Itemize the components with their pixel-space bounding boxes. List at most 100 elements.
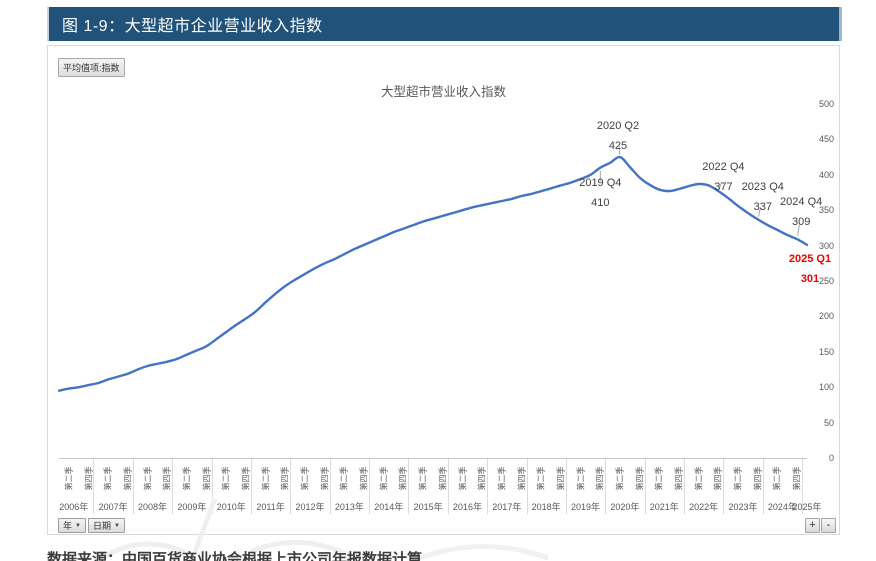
data-label: 2022 Q4 377 — [678, 157, 768, 197]
value-axis-tick-label: 400 — [818, 169, 834, 180]
drill-down-button[interactable]: + — [805, 518, 820, 533]
year-tick-label: 2025年 — [792, 502, 822, 512]
year-separator — [250, 459, 252, 514]
axis-field-button-year[interactable]: 年 ▼ — [58, 518, 86, 533]
pivot-chart[interactable]: 平均值项:指数 大型超市营业收入指数 2019 Q4 410 2020 Q2 425 2… — [47, 45, 840, 535]
data-label-value: 425 — [608, 140, 628, 153]
quarter-tick-label: 第二季 — [103, 466, 113, 491]
year-separator — [723, 459, 725, 514]
quarter-tick-label: 第二季 — [221, 466, 231, 491]
year-tick-label: 2022年 — [689, 502, 719, 512]
data-label-value: 309 — [791, 216, 811, 229]
quarter-tick-label: 第四季 — [753, 466, 763, 491]
data-source-note: 数据来源：中国百货商业协会根据上市公司年报数据计算 — [47, 551, 423, 561]
year-tick-label: 2014年 — [374, 502, 404, 512]
quarter-tick-label: 第二季 — [182, 466, 192, 491]
value-axis-tick-label: 500 — [818, 99, 834, 109]
annotation-leader-line — [757, 207, 762, 217]
year-tick-label: 2011年 — [256, 502, 285, 512]
quarter-tick-label: 第二季 — [772, 466, 782, 491]
year-separator — [447, 459, 449, 514]
quarter-tick-label: 第四季 — [477, 466, 487, 491]
data-label: 2019 Q4 410 — [555, 173, 645, 213]
annotation-leader-line — [797, 224, 800, 237]
quarter-tick-label: 第二季 — [458, 466, 468, 491]
year-tick-label: 2023年 — [728, 502, 758, 512]
drill-up-button[interactable]: - — [821, 518, 836, 533]
year-separator — [290, 459, 292, 514]
data-label-period: 2024 Q4 — [780, 196, 823, 209]
year-tick-label: 2012年 — [295, 502, 325, 512]
year-separator — [644, 459, 646, 514]
quarter-tick-label: 第二季 — [615, 466, 625, 491]
data-label-highlight: 2025 Q1 301 — [765, 249, 855, 289]
value-axis-tick-label: 300 — [818, 240, 834, 251]
quarter-tick-label: 第二季 — [143, 466, 153, 491]
year-tick-label: 2013年 — [334, 502, 364, 512]
year-separator — [802, 459, 804, 514]
year-separator — [605, 459, 607, 514]
value-axis-tick-label: 450 — [818, 134, 834, 145]
dropdown-arrow-icon: ▼ — [75, 522, 81, 529]
figure-title: 图 1-9：大型超市企业营业收入指数 — [62, 18, 323, 35]
data-label-period: 2025 Q1 — [788, 252, 832, 265]
year-separator — [93, 459, 95, 514]
data-label-value: 410 — [591, 196, 610, 209]
data-label-period: 2022 Q4 — [702, 161, 745, 174]
data-label-value: 337 — [753, 201, 772, 214]
annotation-leader-line — [718, 183, 722, 190]
quarter-tick-label: 第四季 — [84, 466, 94, 491]
dropdown-arrow-icon: ▼ — [114, 522, 120, 529]
quarter-tick-label: 第四季 — [674, 466, 684, 491]
year-separator — [329, 459, 331, 514]
value-axis-tick-label: 50 — [823, 417, 834, 428]
quarter-tick-label: 第四季 — [398, 466, 408, 491]
axis-field-button-date[interactable]: 日期 ▼ — [88, 518, 125, 533]
quarter-tick-label: 第四季 — [438, 466, 448, 491]
value-axis-tick-label: 250 — [818, 276, 834, 286]
year-tick-label: 2018年 — [531, 502, 561, 512]
quarter-tick-label: 第二季 — [261, 466, 271, 491]
annotation-leader-line — [618, 145, 621, 155]
quarter-tick-label: 第二季 — [300, 466, 310, 491]
quarter-tick-label: 第四季 — [241, 466, 251, 491]
quarter-tick-label: 第四季 — [123, 466, 133, 491]
quarter-tick-label: 第二季 — [694, 466, 704, 491]
chart-title: 大型超市营业收入指数 — [380, 85, 506, 99]
quarter-tick-label: 第二季 — [654, 466, 664, 491]
quarter-tick-label: 第四季 — [202, 466, 212, 491]
data-label-period: 2019 Q4 — [579, 176, 622, 189]
year-separator — [172, 459, 174, 514]
year-separator — [762, 459, 764, 514]
year-separator — [132, 459, 134, 514]
value-axis-tick-label: 200 — [818, 311, 834, 322]
axis-field-year-label: 年 — [63, 521, 73, 531]
quarter-tick-label: 第二季 — [339, 466, 349, 491]
quarter-tick-label: 第四季 — [595, 466, 605, 491]
axis-field-date-label: 日期 — [93, 521, 112, 531]
quarter-tick-label: 第二季 — [536, 466, 546, 491]
year-tick-label: 2006年 — [59, 502, 89, 512]
quarter-tick-label: 第四季 — [280, 466, 290, 491]
quarter-tick-label: 第四季 — [792, 466, 802, 491]
year-tick-label: 2021年 — [649, 502, 679, 512]
year-separator — [211, 459, 213, 514]
data-label: 2024 Q4 309 — [756, 192, 846, 232]
quarter-tick-label: 第四季 — [359, 466, 369, 491]
quarter-tick-label: 第四季 — [517, 466, 527, 491]
quarter-tick-label: 第四季 — [556, 466, 566, 491]
quarter-tick-label: 第二季 — [379, 466, 389, 491]
year-separator — [683, 459, 685, 514]
data-label: 2020 Q2 425 — [573, 116, 663, 156]
year-tick-label: 2024年 — [767, 502, 797, 512]
year-tick-label: 2008年 — [137, 502, 168, 512]
year-tick-label: 2020年 — [610, 502, 640, 512]
year-tick-label: 2019年 — [571, 502, 601, 512]
quarter-tick-label: 第四季 — [162, 466, 172, 491]
data-label-period: 2023 Q4 — [741, 181, 784, 194]
data-label-period: 2020 Q2 — [596, 120, 640, 133]
value-field-button[interactable]: 平均值项:指数 — [58, 58, 125, 77]
year-separator — [408, 459, 410, 514]
quarter-tick-label: 第二季 — [733, 466, 743, 491]
